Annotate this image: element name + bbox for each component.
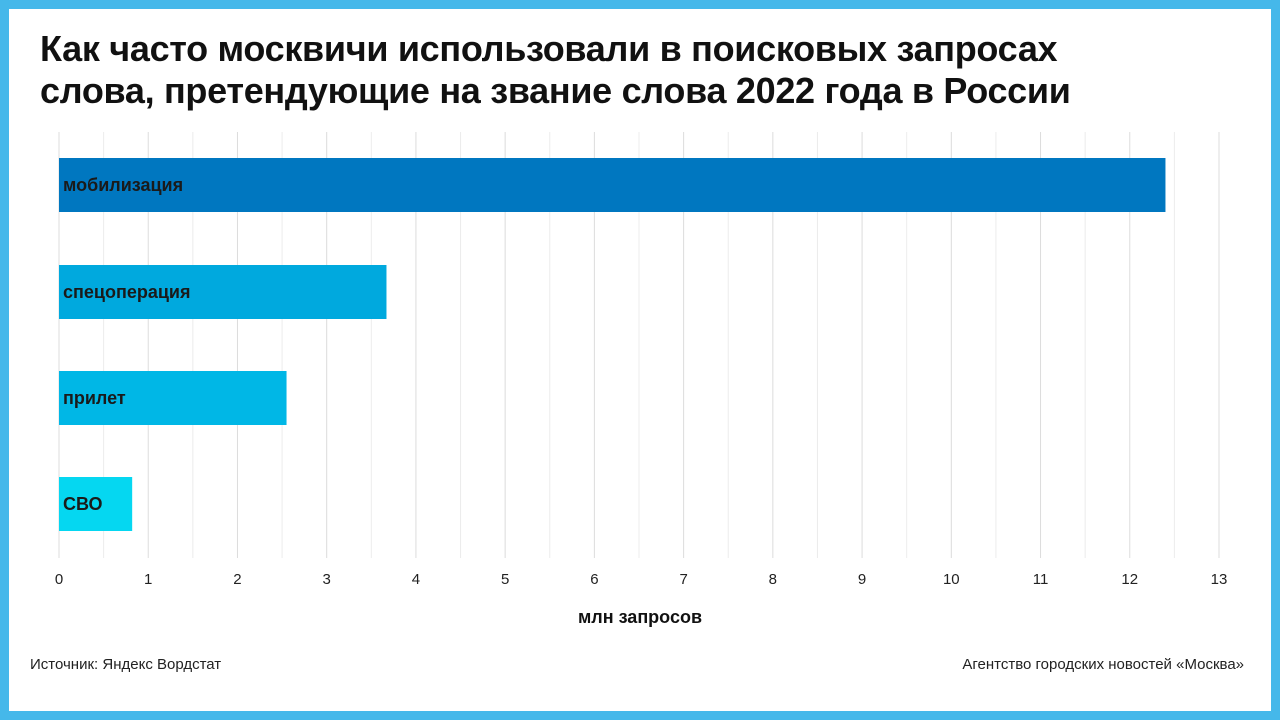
x-tick-label-3: 3 — [323, 571, 331, 588]
agency-credit: Агентство городских новостей «Москва» — [962, 656, 1244, 673]
x-tick-label-5: 5 — [501, 571, 509, 588]
x-tick-label-12: 12 — [1121, 571, 1138, 588]
x-axis-ticks: 0 1 2 3 4 5 6 7 8 9 10 11 12 13 — [55, 571, 1228, 588]
bar-label-0: мобилизация — [63, 175, 183, 195]
x-tick-label-9: 9 — [858, 571, 866, 588]
bar-2 — [59, 371, 287, 425]
x-tick-label-4: 4 — [412, 571, 420, 588]
bar-0 — [59, 158, 1166, 212]
x-axis-title: млн запросов — [578, 607, 702, 627]
x-tick-label-11: 11 — [1033, 571, 1049, 588]
x-tick-label-7: 7 — [679, 571, 687, 588]
source-note: Источник: Яндекс Вордстат — [30, 656, 222, 673]
bars: мобилизация спецоперация прилет СВО — [59, 158, 1166, 531]
chart-title-line-1: Как часто москвичи использовали в поиско… — [40, 28, 1058, 69]
x-tick-label-0: 0 — [55, 571, 63, 588]
x-tick-label-10: 10 — [943, 571, 960, 588]
x-tick-label-13: 13 — [1211, 571, 1228, 588]
chart-title: Как часто москвичи использовали в поиско… — [40, 28, 1240, 112]
bar-label-2: прилет — [63, 388, 126, 408]
bar-1 — [59, 265, 387, 319]
x-tick-label-6: 6 — [590, 571, 598, 588]
bar-label-3: СВО — [63, 494, 103, 514]
bar-3 — [59, 477, 133, 531]
x-tick-label-1: 1 — [144, 571, 152, 588]
chart-card — [9, 9, 1271, 711]
chart-title-line-2: слова, претендующие на звание слова 2022… — [40, 70, 1071, 111]
bar-label-1: спецоперация — [63, 282, 190, 302]
x-tick-label-8: 8 — [769, 571, 777, 588]
x-tick-label-2: 2 — [233, 571, 241, 588]
